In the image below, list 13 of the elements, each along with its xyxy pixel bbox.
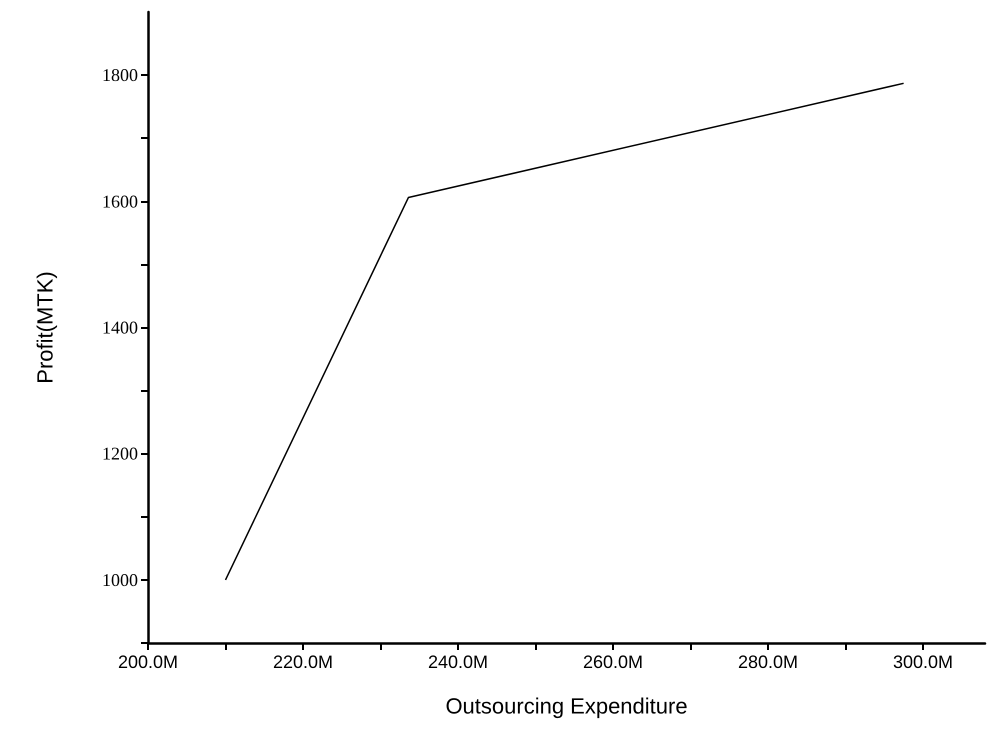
x-tick-label: 300.0M [892,652,954,672]
x-tick-label: 220.0M [272,652,334,672]
y-axis-title: Profit(MTK) [32,271,58,384]
y-tick-label: 1000 [102,570,138,590]
x-tick-label: 240.0M [428,652,488,672]
y-tick-label: 1200 [102,444,138,464]
x-axis-title: Outsourcing Expenditure [445,694,688,718]
y-tick-label: 1600 [102,191,138,212]
y-tick-label: 1800 [102,65,138,86]
x-tick-label: 260.0M [582,652,644,672]
x-tick-label: 200.0M [118,652,178,672]
x-tick-label: 280.0M [738,652,798,672]
y-tick-label: 1400 [102,318,138,338]
